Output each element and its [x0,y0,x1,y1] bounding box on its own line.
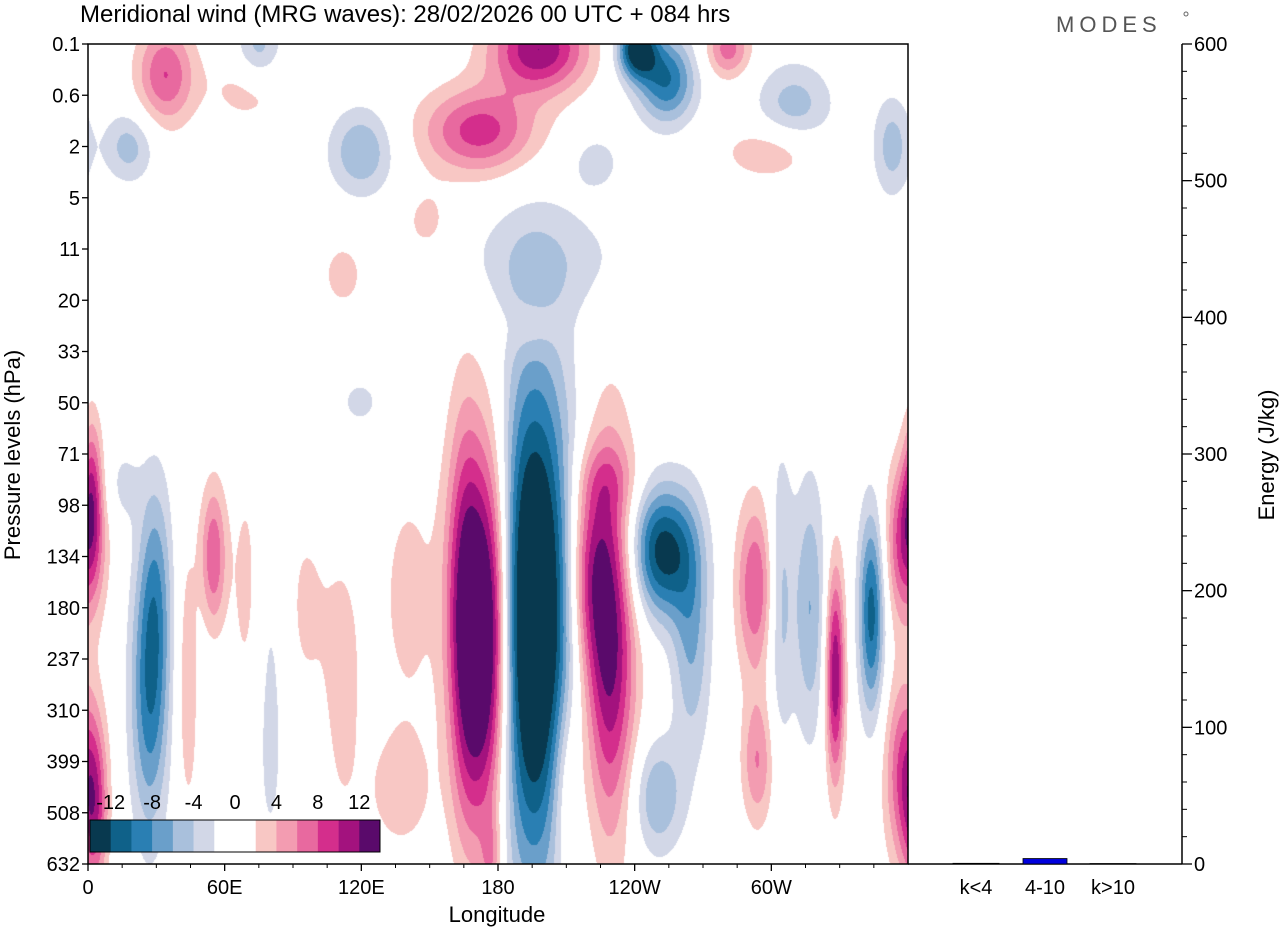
y-tick-label: 180 [47,598,80,620]
colorbar-swatch [193,820,215,852]
y-tick-label: 11 [59,239,80,261]
colorbar-swatch [131,820,153,852]
registered-mark [1183,11,1189,17]
energy-category-label: 4-10 [1025,877,1065,899]
y-tick-label: 632 [47,854,80,876]
energy-axis-label: Energy (J/kg) [1254,390,1279,521]
y-tick-label: 399 [47,752,80,774]
energy-category-label: k<4 [960,877,993,899]
energy-tick-label: 400 [1194,307,1227,329]
colorbar-swatch [255,820,277,852]
colorbar-swatch [110,820,132,852]
y-tick-label: 50 [58,393,80,415]
y-tick-label: 134 [47,547,80,569]
colorbar-label: -12 [96,792,125,814]
colorbar-swatch [152,820,174,852]
y-tick-label: 5 [69,188,80,210]
y-tick-label: 71 [58,444,80,466]
colorbar-frame [89,819,381,853]
energy-tick-label: 100 [1194,717,1227,739]
y-tick-label: 0.1 [52,34,80,56]
heatmap-image [88,44,908,864]
colorbar-label: -8 [143,792,161,814]
colorbar-label: 4 [271,792,282,814]
y-tick-label: 33 [58,342,80,364]
x-tick-label: 60E [207,877,243,899]
colorbar-swatch [276,820,298,852]
colorbar-swatch [90,820,112,852]
colorbar-swatch [214,820,236,852]
colorbar-swatch [317,820,339,852]
energy-tick-label: 600 [1194,34,1227,56]
y-tick-label: 0.6 [52,85,80,107]
energy-tick-label: 200 [1194,581,1227,603]
y-axis-label: Pressure levels (hPa) [0,350,25,560]
brand-logo: MODES [1056,12,1162,37]
colorbar-swatch [338,820,360,852]
energy-bar [952,862,1000,865]
colorbar: -12 -8 -4 0 4 8 12 [89,792,381,853]
heatmap-axes: 0.1 0.6 2 5 11 20 33 50 71 98 134 180 237 310 399 508 63… [47,34,909,899]
colorbar-label: -4 [185,792,203,814]
x-axis-label: Longitude [449,902,546,927]
y-tick-label: 20 [58,290,80,312]
colorbar-label: 12 [348,792,370,814]
energy-tick-label: 500 [1194,171,1227,193]
colorbar-label: 8 [312,792,323,814]
colorbar-swatch [172,820,194,852]
colorbar-swatch [297,820,319,852]
x-tick-label: 0 [82,877,93,899]
x-tick-label: 120W [609,877,661,899]
energy-tick-label: 300 [1194,444,1227,466]
x-tick-label: 180 [481,877,514,899]
x-tick-label: 120E [338,877,385,899]
energy-category-label: k>10 [1091,877,1135,899]
energy-tick-label: 0 [1194,854,1205,876]
y-tick-label: 310 [47,700,80,722]
energy-bar-panel: 0 100 200 300 400 500 600 k<4 4-10 k>10 [908,34,1227,899]
chart-title: Meridional wind (MRG waves): 28/02/2026 … [80,1,730,28]
energy-bar [1022,858,1068,865]
x-tick-label: 60W [751,877,792,899]
colorbar-swatch [235,820,257,852]
heatmap-field [88,44,908,864]
y-tick-label: 237 [47,649,80,671]
colorbar-label: 0 [229,792,240,814]
y-tick-label: 508 [47,803,80,825]
y-tick-label: 98 [58,495,80,517]
colorbar-swatch [359,820,381,852]
y-tick-label: 2 [69,137,80,159]
